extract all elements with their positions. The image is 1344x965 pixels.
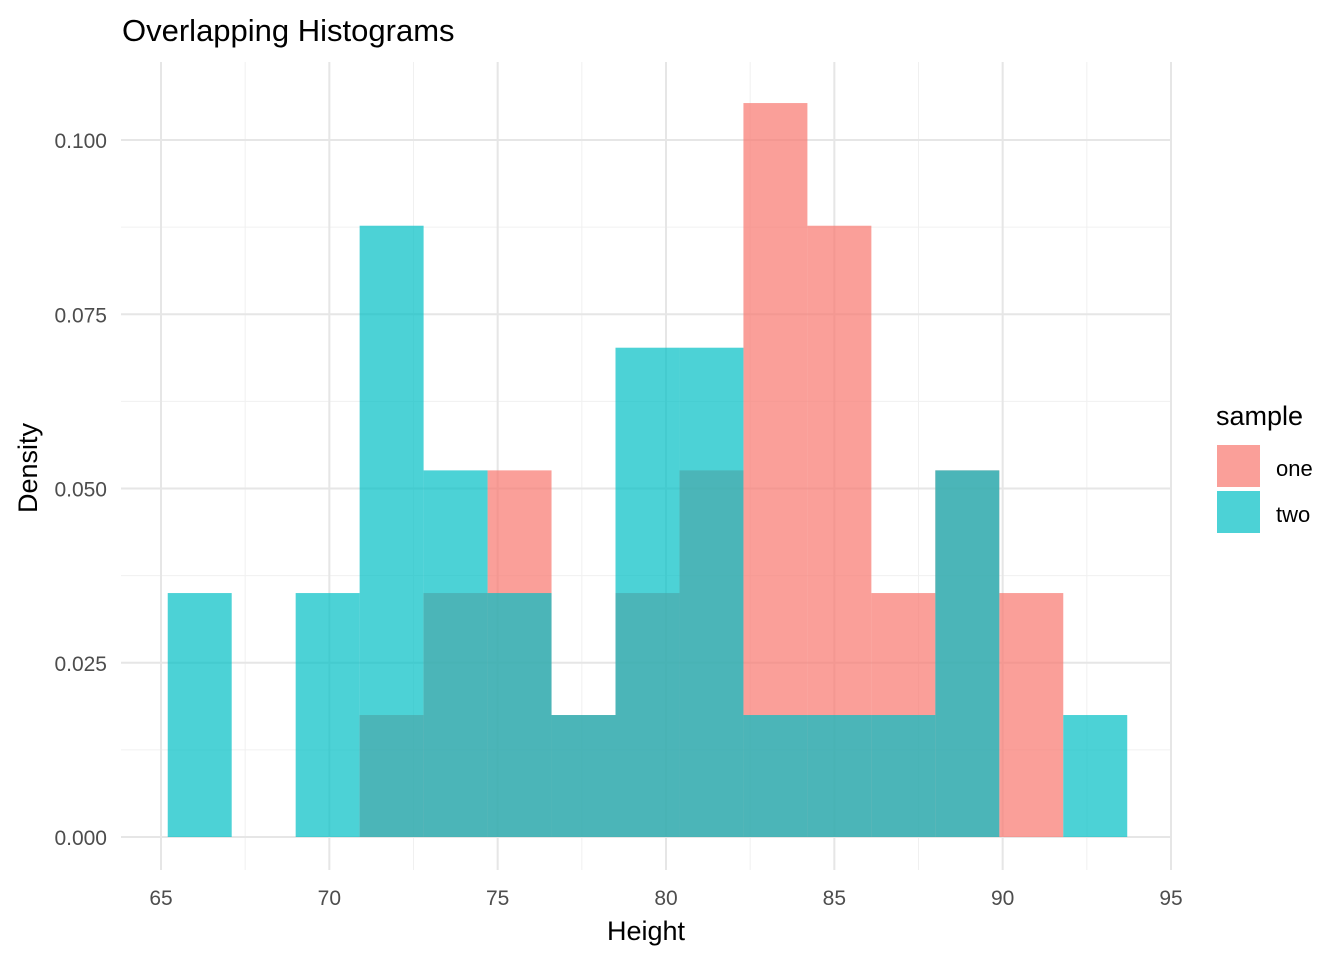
bar-two	[167, 593, 232, 837]
bar-one	[743, 103, 808, 837]
bar-two	[871, 715, 936, 837]
x-tick-label: 85	[823, 887, 846, 910]
bar-two	[295, 593, 360, 837]
y-tick-label: 0.050	[54, 479, 107, 502]
y-tick-label: 0.025	[54, 653, 107, 676]
legend-key-one	[1217, 445, 1260, 487]
bar-two	[935, 470, 1000, 837]
bar-two	[807, 715, 872, 837]
bars	[167, 103, 1128, 837]
bar-two	[487, 593, 552, 837]
chart-title: Overlapping Histograms	[122, 13, 455, 48]
y-tick-label: 0.100	[54, 130, 107, 153]
bar-two	[679, 347, 744, 837]
bar-two	[1063, 715, 1128, 837]
x-tick-label: 75	[486, 887, 509, 910]
bar-two	[423, 470, 488, 837]
x-tick-label: 80	[654, 887, 677, 910]
x-tick-label: 90	[991, 887, 1014, 910]
x-tick-label: 95	[1159, 887, 1182, 910]
bar-two	[743, 715, 808, 837]
bar-two	[615, 347, 680, 837]
bar-two	[359, 225, 424, 837]
bar-two	[551, 715, 616, 837]
legend-label-one: one	[1276, 456, 1313, 481]
x-axis-label: Height	[607, 916, 686, 946]
legend: sample one two	[1216, 401, 1313, 533]
y-tick-label: 0.000	[54, 827, 107, 850]
x-tick-label: 65	[149, 887, 172, 910]
y-axis-label: Density	[13, 422, 43, 513]
legend-title: sample	[1216, 401, 1303, 431]
ticks: 65 70 75 80 85 90 95 0.000 0.025 0.050 0.075 0.100	[54, 130, 1182, 910]
x-tick-label: 70	[318, 887, 341, 910]
y-tick-label: 0.075	[54, 304, 107, 327]
legend-key-two	[1217, 491, 1260, 533]
legend-label-two: two	[1276, 502, 1310, 527]
bar-one	[999, 593, 1064, 837]
